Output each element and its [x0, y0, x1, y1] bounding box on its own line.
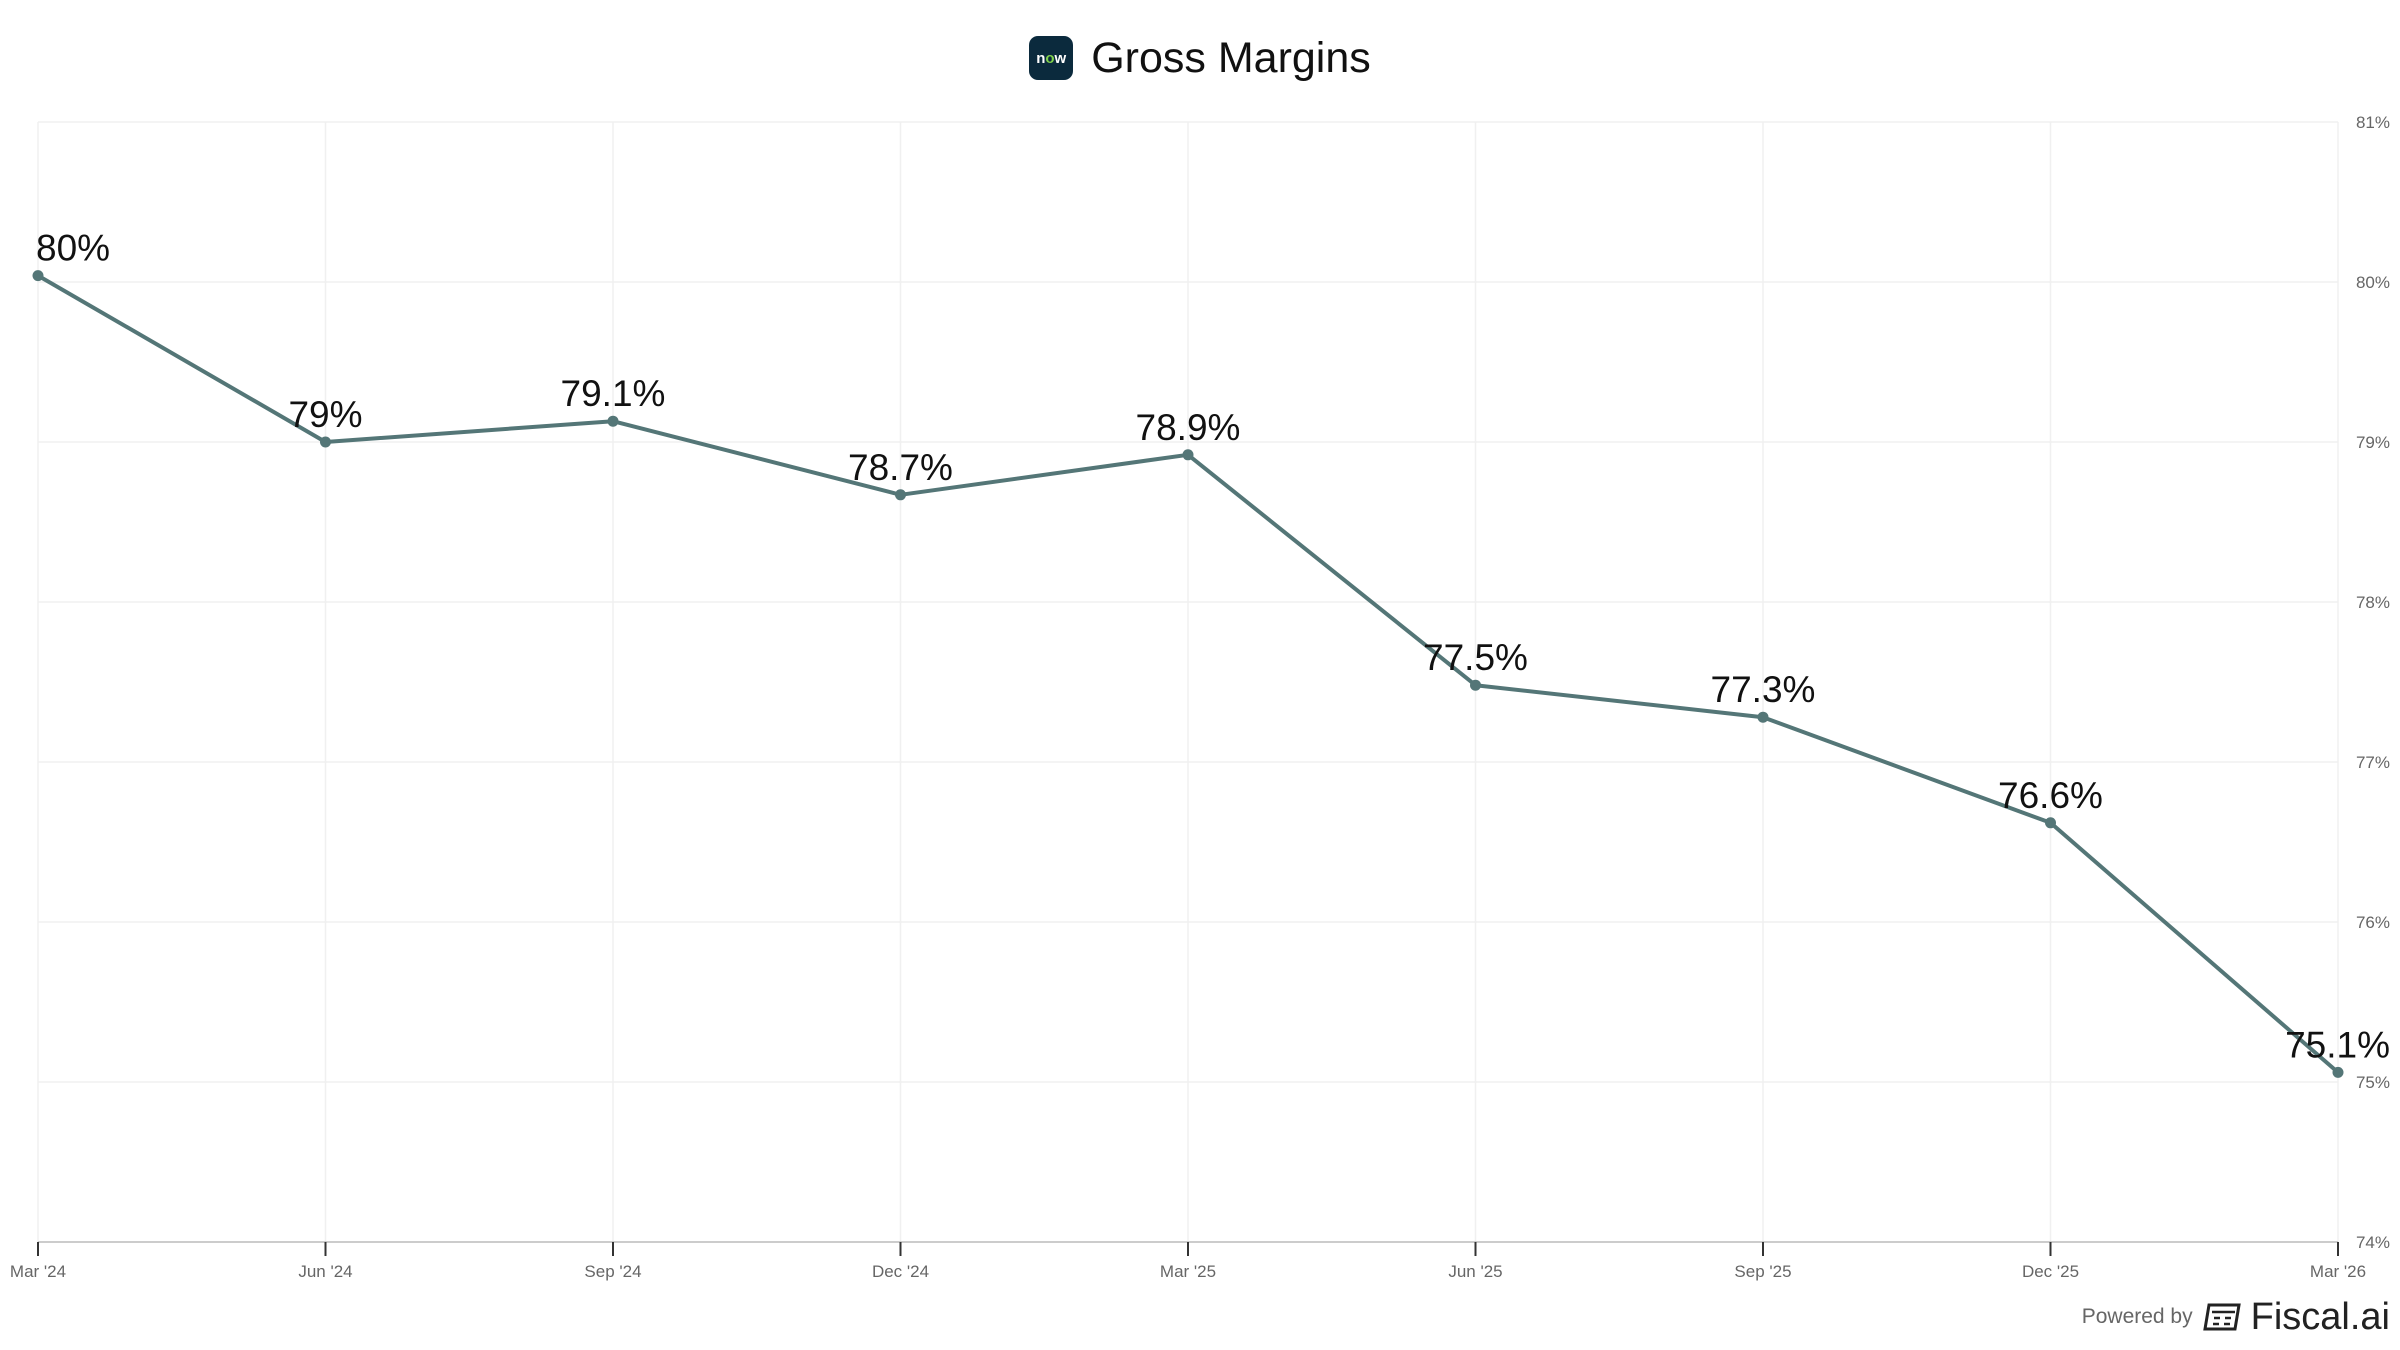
y-tick-label: 79% — [2356, 433, 2390, 452]
company-logo-icon: now — [1029, 36, 1074, 80]
data-label: 78.9% — [1136, 407, 1241, 448]
x-tick-label: Jun '25 — [1448, 1262, 1502, 1281]
data-point — [607, 415, 619, 427]
data-label: 79.1% — [561, 373, 666, 414]
data-point — [2332, 1066, 2344, 1078]
x-tick-label: Mar '26 — [2310, 1262, 2366, 1281]
x-tick-label: Sep '24 — [584, 1262, 641, 1281]
y-tick-label: 75% — [2356, 1073, 2390, 1092]
data-label: 76.6% — [1998, 775, 2103, 816]
data-label: 80% — [36, 228, 110, 269]
y-tick-label: 76% — [2356, 913, 2390, 932]
x-tick-label: Sep '25 — [1734, 1262, 1791, 1281]
y-tick-label: 81% — [2356, 113, 2390, 132]
logo-text: now — [1036, 49, 1067, 67]
data-label: 77.3% — [1711, 669, 1816, 710]
x-tick-label: Jun '24 — [298, 1262, 352, 1281]
data-point — [32, 270, 44, 282]
x-tick-label: Mar '25 — [1160, 1262, 1216, 1281]
data-point — [895, 489, 906, 501]
data-point — [1182, 449, 1194, 461]
footer-attribution: Powered by Fiscal.ai — [2082, 1292, 2390, 1342]
x-tick-label: Dec '25 — [2022, 1262, 2079, 1281]
data-label: 75.1% — [2285, 1024, 2390, 1065]
powered-by-label: Powered by — [2081, 1305, 2193, 1328]
y-tick-label: 80% — [2356, 273, 2390, 292]
data-point — [320, 436, 331, 448]
data-point — [1470, 679, 1481, 691]
y-tick-label: 74% — [2356, 1233, 2390, 1252]
data-label: 78.7% — [848, 447, 953, 488]
brand-name: Fiscal.ai — [2250, 1295, 2390, 1338]
y-tick-label: 78% — [2356, 593, 2390, 612]
x-tick-label: Dec '24 — [872, 1262, 929, 1281]
fiscal-logo-icon — [2202, 1303, 2241, 1331]
x-tick-label: Mar '24 — [10, 1262, 66, 1281]
data-point — [1757, 711, 1769, 723]
data-label: 77.5% — [1423, 637, 1528, 678]
chart-header: now Gross Margins — [0, 28, 2400, 88]
y-tick-label: 77% — [2356, 753, 2390, 772]
data-point — [2045, 817, 2056, 829]
chart-title: Gross Margins — [1091, 33, 1371, 82]
data-label: 79% — [288, 394, 362, 435]
